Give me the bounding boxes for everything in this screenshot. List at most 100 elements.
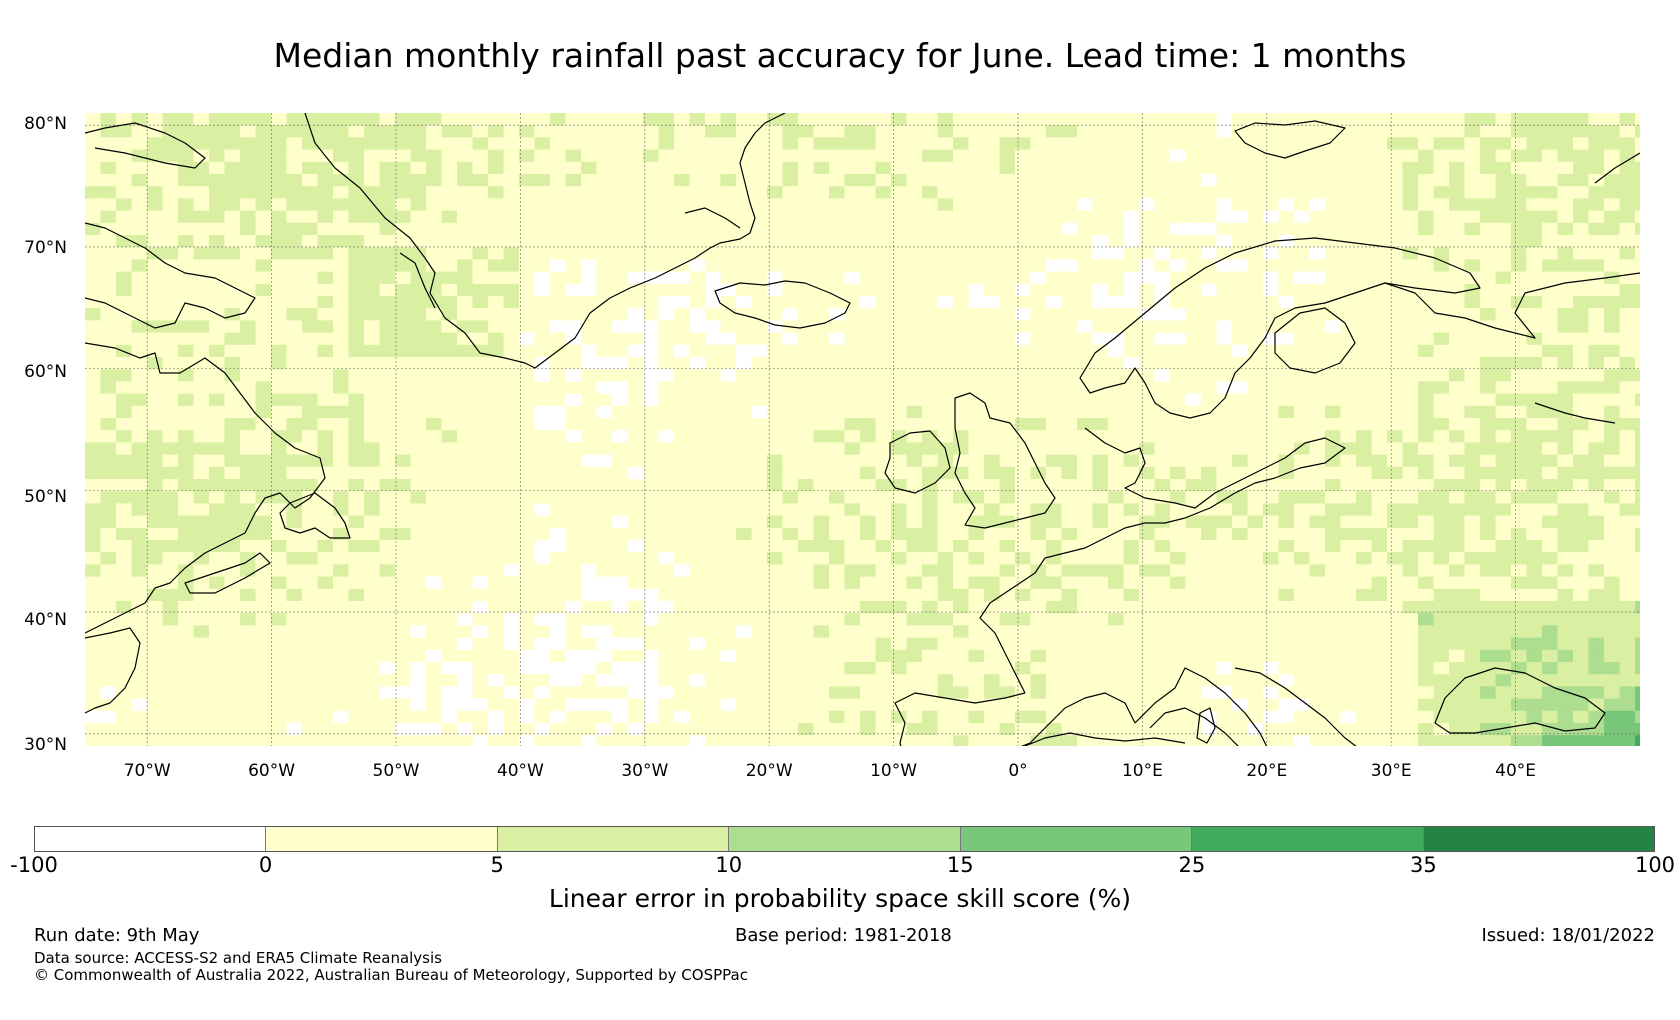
grid-cell xyxy=(1402,174,1419,187)
grid-cell xyxy=(875,296,892,309)
grid-cell xyxy=(348,674,365,687)
grid-cell xyxy=(1123,113,1140,126)
grid-cell xyxy=(1542,418,1558,431)
grid-cell xyxy=(1154,113,1171,126)
grid-cell xyxy=(1526,174,1543,187)
grid-cell xyxy=(1542,283,1558,297)
grid-cell xyxy=(1216,149,1233,163)
grid-cell xyxy=(1464,662,1481,675)
grid-cell xyxy=(984,149,1000,163)
grid-cell xyxy=(984,210,1000,224)
grid-cell xyxy=(550,369,566,382)
grid-cell xyxy=(1123,308,1140,321)
grid-cell xyxy=(596,405,613,419)
grid-cell xyxy=(798,674,814,687)
grid-cell xyxy=(317,552,334,565)
grid-cell xyxy=(596,491,613,504)
grid-cell xyxy=(178,198,194,211)
grid-cell xyxy=(596,503,613,516)
grid-cell xyxy=(1480,442,1496,455)
grid-cell xyxy=(581,479,597,492)
grid-cell xyxy=(860,259,876,272)
grid-cell xyxy=(1542,442,1558,455)
grid-cell xyxy=(875,222,892,236)
grid-cell xyxy=(1588,479,1605,492)
grid-cell xyxy=(193,564,210,577)
grid-cell xyxy=(317,210,334,224)
grid-cell xyxy=(379,320,396,333)
grid-cell xyxy=(984,479,1000,492)
grid-cell xyxy=(612,601,628,614)
grid-cell xyxy=(1495,418,1512,431)
grid-cell xyxy=(596,637,613,651)
grid-cell xyxy=(1433,271,1450,285)
grid-cell xyxy=(1511,649,1527,663)
grid-cell xyxy=(534,686,551,699)
grid-cell xyxy=(1573,149,1589,163)
grid-cell xyxy=(519,698,535,712)
grid-cell xyxy=(364,381,380,394)
grid-cell xyxy=(1325,149,1341,163)
grid-cell xyxy=(581,710,597,724)
grid-cell xyxy=(1495,491,1512,504)
grid-cell xyxy=(85,393,101,407)
grid-cell xyxy=(1464,381,1481,394)
grid-cell xyxy=(1635,149,1640,163)
grid-cell xyxy=(1061,527,1078,541)
grid-cell xyxy=(1294,296,1310,309)
grid-cell xyxy=(1340,674,1357,687)
grid-cell xyxy=(271,454,287,468)
grid-cell xyxy=(705,540,721,553)
grid-cell xyxy=(829,515,845,529)
grid-cell xyxy=(1635,540,1640,553)
grid-cell xyxy=(844,479,861,492)
grid-cell xyxy=(131,161,148,175)
grid-cell xyxy=(813,674,830,687)
grid-cell xyxy=(1108,149,1124,163)
grid-cell xyxy=(674,564,690,577)
grid-cell xyxy=(813,698,830,712)
grid-cell xyxy=(1139,491,1155,504)
grid-cell xyxy=(736,332,752,346)
grid-cell xyxy=(1402,601,1419,614)
grid-cell xyxy=(1154,210,1171,224)
grid-cell xyxy=(1123,174,1140,187)
grid-cell xyxy=(1170,527,1186,541)
grid-cell xyxy=(1232,576,1248,590)
grid-cell xyxy=(1046,308,1062,321)
grid-cell xyxy=(705,601,721,614)
grid-cell xyxy=(689,552,706,565)
grid-cell xyxy=(937,576,954,590)
grid-cell xyxy=(596,662,613,675)
grid-cell xyxy=(193,430,210,443)
grid-cell xyxy=(147,637,163,651)
grid-cell xyxy=(844,418,861,431)
grid-cell xyxy=(1449,332,1465,346)
grid-cell xyxy=(1185,137,1202,150)
grid-cell xyxy=(209,491,225,504)
grid-cell xyxy=(1061,259,1078,272)
grid-cell xyxy=(457,540,473,553)
grid-cell xyxy=(1077,686,1093,699)
grid-cell xyxy=(1573,369,1589,382)
grid-cell xyxy=(565,271,582,285)
grid-cell xyxy=(348,491,365,504)
grid-cell xyxy=(1216,405,1233,419)
grid-cell xyxy=(798,454,814,468)
grid-cell xyxy=(1402,296,1419,309)
grid-cell xyxy=(612,259,628,272)
grid-cell xyxy=(162,515,179,529)
grid-cell xyxy=(1170,381,1186,394)
grid-cell xyxy=(813,296,830,309)
grid-cell xyxy=(116,296,132,309)
grid-cell xyxy=(1542,686,1558,699)
grid-cell xyxy=(116,637,132,651)
grid-cell xyxy=(1356,149,1372,163)
grid-cell xyxy=(1170,698,1186,712)
grid-cell xyxy=(1464,296,1481,309)
grid-cell xyxy=(472,381,489,394)
grid-cell xyxy=(1309,259,1326,272)
grid-cell xyxy=(1387,222,1403,236)
grid-cell xyxy=(178,344,194,358)
grid-cell xyxy=(643,393,659,407)
